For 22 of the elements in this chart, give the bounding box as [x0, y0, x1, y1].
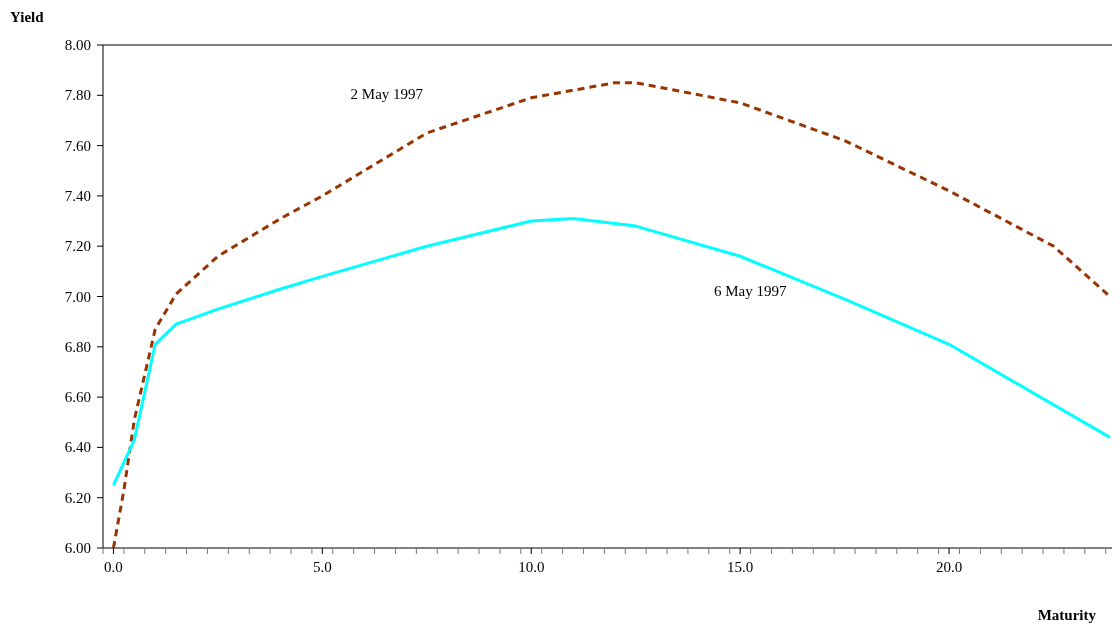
y-tick-label: 7.00: [64, 288, 91, 305]
y-tick-label: 7.20: [64, 238, 91, 255]
x-tick-label: 10.0: [518, 559, 545, 575]
y-tick-label: 7.80: [64, 87, 91, 104]
x-tick-label: 20.0: [935, 559, 963, 575]
line-series: [111, 217, 1112, 487]
y-tick-label: 6.00: [64, 540, 91, 556]
x-tick-label: 5.0: [312, 559, 332, 575]
y-tick-label: 7.60: [64, 137, 91, 154]
y-tick-label: 6.40: [64, 439, 91, 456]
y-tick-label: 6.80: [64, 338, 91, 355]
series-label: 6 May 1997: [713, 283, 787, 300]
y-tick-label: 8.00: [64, 37, 91, 53]
x-axis-title: Maturity: [1037, 607, 1097, 623]
x-tick-label: 0.0: [104, 559, 123, 575]
line-series: [111, 81, 1112, 550]
y-tick-label: 7.40: [64, 187, 91, 204]
y-axis-title: Yield: [10, 9, 45, 25]
y-tick-label: 6.20: [64, 489, 91, 506]
text: 2 May 1997: [350, 86, 424, 103]
y-tick-label: 6.60: [64, 389, 91, 406]
x-tick-label: 15.0: [727, 559, 754, 575]
